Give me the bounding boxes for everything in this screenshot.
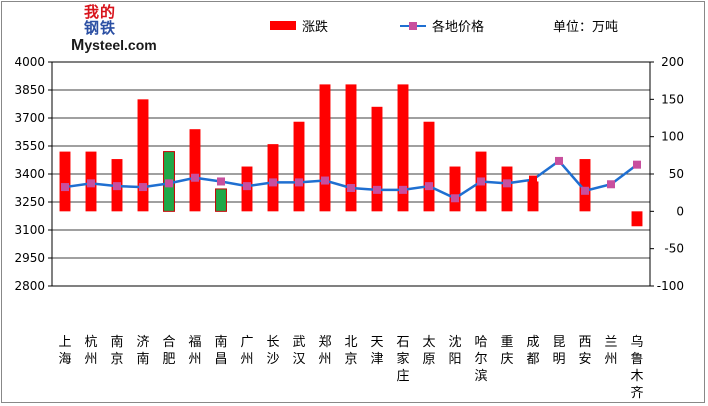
right-axis-tick-label: 200	[661, 55, 684, 69]
price-marker-武汉	[295, 178, 303, 187]
category-label-成都: 成都	[526, 335, 539, 367]
price-marker-成都	[529, 175, 537, 184]
logo-chinese-text: 我的 钢铁	[84, 4, 116, 36]
left-axis-tick-label: 3850	[14, 83, 45, 97]
category-label-长沙: 长沙	[266, 335, 279, 367]
price-marker-上海	[61, 183, 69, 192]
price-marker-郑州	[321, 176, 329, 185]
bar-长沙	[267, 144, 279, 212]
bar-福州	[189, 129, 201, 212]
category-label-昆明: 昆明	[552, 335, 565, 367]
category-label-杭州: 杭州	[84, 335, 97, 367]
price-marker-沈阳	[451, 194, 459, 203]
legend-bar-label: 涨跌	[302, 20, 329, 35]
category-label-福州: 福州	[188, 335, 201, 367]
right-axis-tick-label: 100	[661, 130, 684, 144]
bar-重庆	[501, 166, 513, 212]
right-axis-tick-label: 150	[661, 92, 684, 106]
category-label-兰州: 兰州	[604, 335, 617, 367]
logo-en-big: M	[71, 37, 85, 54]
price-marker-兰州	[607, 180, 615, 189]
bar-北京	[345, 84, 357, 212]
left-axis-tick-label: 3250	[14, 195, 45, 209]
bar-成都	[527, 181, 539, 212]
bar-西安	[579, 159, 591, 212]
category-label-郑州: 郑州	[318, 335, 331, 367]
category-label-南昌: 南昌	[214, 334, 227, 367]
price-marker-重庆	[503, 179, 511, 188]
right-axis-tick-label: -50	[664, 242, 684, 256]
unit-label: 单位：万吨	[553, 20, 619, 35]
bar-武汉	[293, 121, 305, 212]
category-label-沈阳: 沈阳	[448, 335, 461, 367]
category-label-西安: 西安	[578, 335, 591, 367]
price-marker-长沙	[269, 178, 277, 187]
bar-济南	[137, 99, 149, 212]
right-axis-tick-label: 0	[676, 204, 684, 218]
price-marker-南京	[113, 182, 121, 191]
price-marker-乌鲁木齐	[633, 160, 641, 169]
price-marker-西安	[581, 186, 589, 195]
right-axis-tick-label: 50	[669, 167, 684, 181]
bar-太原	[423, 121, 435, 212]
category-label-太原: 太原	[422, 335, 435, 367]
category-label-南京: 南京	[110, 334, 123, 367]
category-label-哈尔滨: 哈尔滨	[474, 335, 487, 384]
left-axis-tick-label: 3550	[14, 139, 45, 153]
bar-乌鲁木齐	[631, 211, 643, 227]
category-label-合肥: 合肥	[162, 335, 175, 367]
bar-南昌	[215, 188, 227, 212]
left-axis-tick-label: 3700	[14, 111, 45, 125]
bar-上海	[59, 151, 71, 212]
mysteel-logo: 我的 钢铁 Mysteel.com	[71, 4, 162, 54]
legend-bar-swatch	[270, 21, 296, 30]
price-marker-福州	[191, 173, 199, 182]
logo-en-rest: ysteel	[84, 37, 125, 53]
bar-沈阳	[449, 166, 461, 212]
left-axis-tick-label: 3400	[14, 167, 45, 181]
price-marker-南昌	[217, 177, 225, 186]
price-marker-太原	[425, 182, 433, 191]
price-marker-杭州	[87, 179, 95, 188]
bar-石家庄	[397, 84, 409, 212]
price-marker-天津	[373, 185, 381, 194]
category-label-上海: 上海	[58, 335, 71, 367]
category-label-石家庄: 石家庄	[396, 335, 409, 384]
bar-郑州	[319, 84, 331, 212]
left-axis-tick-label: 3100	[14, 223, 45, 237]
price-marker-济南	[139, 183, 147, 192]
left-axis-tick-label: 4000	[14, 55, 45, 69]
legend-line-label: 各地价格	[432, 20, 485, 35]
category-label-济南: 济南	[136, 335, 149, 367]
logo-cn-line1: 我的	[84, 3, 117, 21]
right-axis-tick-label: -100	[657, 279, 684, 293]
price-marker-昆明	[555, 156, 563, 165]
price-marker-哈尔滨	[477, 177, 485, 186]
left-axis-tick-label: 2800	[14, 279, 45, 293]
logo-en-suffix: .com	[124, 37, 157, 53]
price-marker-石家庄	[399, 185, 407, 194]
category-label-天津: 天津	[370, 335, 383, 367]
logo-english-text: Mysteel.com	[71, 37, 157, 55]
price-marker-合肥	[165, 179, 173, 188]
price-marker-广州	[243, 182, 251, 191]
bar-天津	[371, 106, 383, 212]
logo-cn-line2: 钢铁	[84, 19, 117, 37]
category-label-武汉: 武汉	[292, 335, 305, 367]
left-axis-tick-label: 2950	[14, 251, 45, 265]
category-label-广州: 广州	[240, 335, 253, 367]
legend-marker-swatch	[409, 22, 417, 30]
category-label-北京: 北京	[344, 335, 357, 367]
category-label-乌鲁木齐: 乌鲁木齐	[630, 334, 643, 401]
category-label-重庆: 重庆	[500, 334, 513, 367]
price-marker-北京	[347, 184, 355, 192]
